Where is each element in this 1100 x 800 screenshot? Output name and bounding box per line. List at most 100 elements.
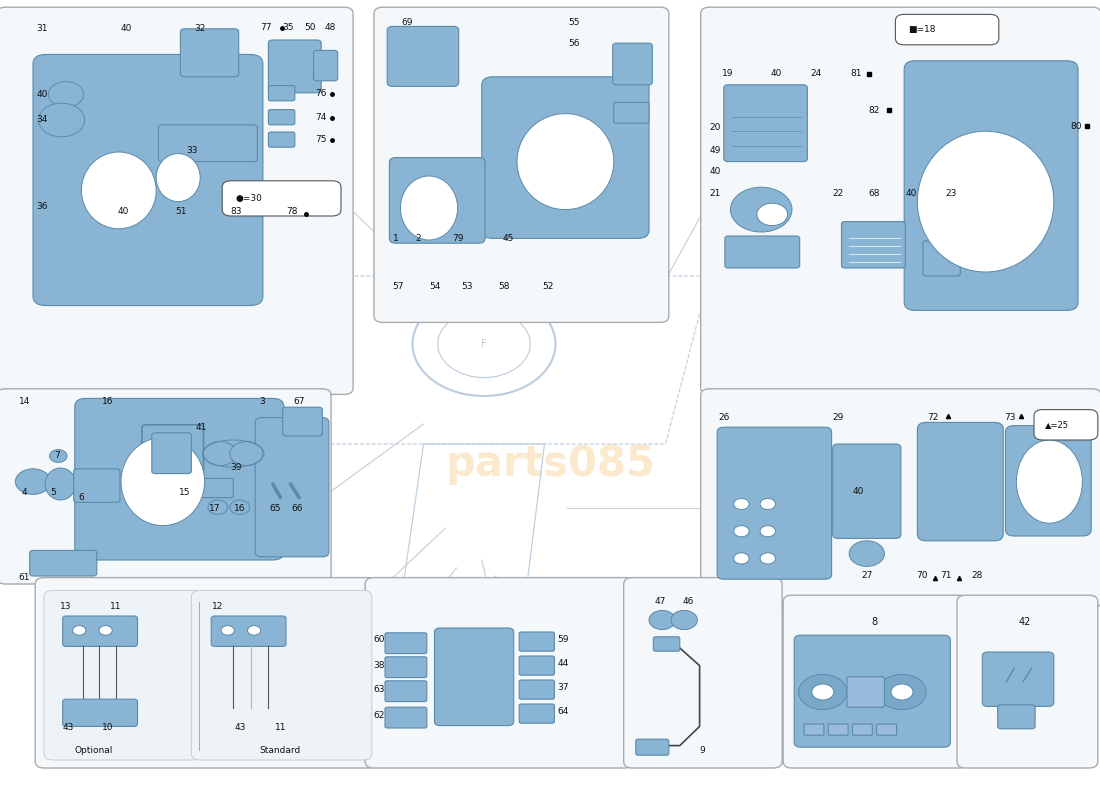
FancyBboxPatch shape: [255, 418, 329, 557]
Text: Standard: Standard: [260, 746, 301, 755]
FancyBboxPatch shape: [268, 110, 295, 125]
Text: 17: 17: [209, 504, 220, 514]
Text: 31: 31: [36, 24, 47, 34]
FancyBboxPatch shape: [75, 398, 284, 560]
Text: 63: 63: [374, 685, 385, 694]
Text: 40: 40: [771, 69, 782, 78]
FancyBboxPatch shape: [0, 7, 353, 394]
Text: 59: 59: [558, 635, 569, 645]
FancyBboxPatch shape: [30, 550, 97, 576]
Text: 52: 52: [542, 282, 553, 291]
FancyBboxPatch shape: [917, 422, 1003, 541]
FancyBboxPatch shape: [519, 656, 554, 675]
Circle shape: [248, 626, 261, 635]
FancyBboxPatch shape: [283, 407, 322, 436]
Text: 68: 68: [869, 189, 880, 198]
Text: F: F: [481, 339, 487, 349]
FancyBboxPatch shape: [852, 724, 872, 735]
FancyBboxPatch shape: [33, 54, 263, 306]
FancyBboxPatch shape: [724, 85, 807, 162]
FancyBboxPatch shape: [385, 707, 427, 728]
Text: 60: 60: [374, 635, 385, 645]
Text: 3: 3: [258, 397, 265, 406]
Text: 15: 15: [179, 488, 190, 498]
Text: 38: 38: [374, 661, 385, 670]
FancyBboxPatch shape: [385, 681, 427, 702]
FancyBboxPatch shape: [35, 578, 377, 768]
Ellipse shape: [917, 131, 1054, 272]
Text: 40: 40: [710, 167, 720, 177]
Circle shape: [50, 450, 67, 462]
Text: 7: 7: [54, 451, 60, 461]
Text: 9: 9: [698, 746, 705, 755]
FancyBboxPatch shape: [613, 43, 652, 85]
Circle shape: [230, 442, 263, 466]
Text: 48: 48: [324, 23, 336, 33]
FancyBboxPatch shape: [222, 181, 341, 216]
Text: 83: 83: [231, 207, 242, 217]
Text: 40: 40: [852, 487, 864, 497]
FancyBboxPatch shape: [434, 628, 514, 726]
FancyBboxPatch shape: [701, 389, 1100, 608]
Text: 29: 29: [833, 413, 844, 422]
Circle shape: [208, 500, 228, 514]
Ellipse shape: [45, 468, 76, 500]
Text: 22: 22: [833, 189, 844, 198]
Text: 13: 13: [60, 602, 72, 611]
Text: 82: 82: [869, 106, 880, 115]
Circle shape: [230, 500, 250, 514]
FancyBboxPatch shape: [624, 578, 782, 768]
Circle shape: [730, 187, 792, 232]
FancyBboxPatch shape: [519, 680, 554, 699]
FancyBboxPatch shape: [374, 7, 669, 322]
Text: 40: 40: [121, 24, 132, 34]
FancyBboxPatch shape: [482, 77, 649, 238]
Text: ■=18: ■=18: [909, 25, 936, 34]
Text: 16: 16: [102, 397, 113, 406]
Text: 65: 65: [270, 504, 280, 514]
Text: 62: 62: [374, 711, 385, 721]
Text: 74: 74: [316, 113, 327, 122]
Circle shape: [760, 553, 775, 564]
Text: 4: 4: [21, 488, 28, 498]
Text: 79: 79: [452, 234, 463, 243]
FancyBboxPatch shape: [121, 411, 312, 494]
FancyBboxPatch shape: [614, 102, 649, 123]
Text: 41: 41: [196, 423, 207, 433]
Circle shape: [204, 442, 236, 466]
Text: 72: 72: [927, 413, 938, 422]
FancyBboxPatch shape: [1005, 426, 1091, 536]
Text: 27: 27: [861, 571, 872, 581]
Text: 61: 61: [19, 573, 30, 582]
FancyBboxPatch shape: [268, 40, 321, 93]
Circle shape: [849, 541, 884, 566]
Text: 43: 43: [234, 723, 245, 733]
FancyBboxPatch shape: [519, 704, 554, 723]
Text: 54: 54: [429, 282, 440, 291]
Text: 32: 32: [195, 24, 206, 34]
FancyBboxPatch shape: [385, 657, 427, 678]
Text: 71: 71: [940, 571, 952, 581]
Text: 51: 51: [176, 207, 187, 217]
FancyBboxPatch shape: [636, 739, 669, 755]
Circle shape: [649, 610, 675, 630]
FancyBboxPatch shape: [63, 699, 138, 726]
Text: 40: 40: [905, 189, 916, 198]
Text: 5: 5: [50, 488, 56, 498]
Text: 2: 2: [415, 234, 421, 243]
Text: 75: 75: [316, 135, 327, 145]
Text: 78: 78: [286, 207, 297, 217]
Ellipse shape: [81, 152, 156, 229]
FancyBboxPatch shape: [783, 595, 968, 768]
Text: 36: 36: [36, 202, 47, 211]
Text: 64: 64: [558, 707, 569, 717]
Circle shape: [734, 553, 749, 564]
FancyBboxPatch shape: [923, 241, 960, 276]
Circle shape: [48, 82, 84, 107]
Circle shape: [760, 526, 775, 537]
FancyBboxPatch shape: [998, 705, 1035, 729]
FancyBboxPatch shape: [385, 633, 427, 654]
FancyBboxPatch shape: [725, 236, 800, 268]
Text: 28: 28: [971, 571, 982, 581]
FancyBboxPatch shape: [211, 616, 286, 646]
